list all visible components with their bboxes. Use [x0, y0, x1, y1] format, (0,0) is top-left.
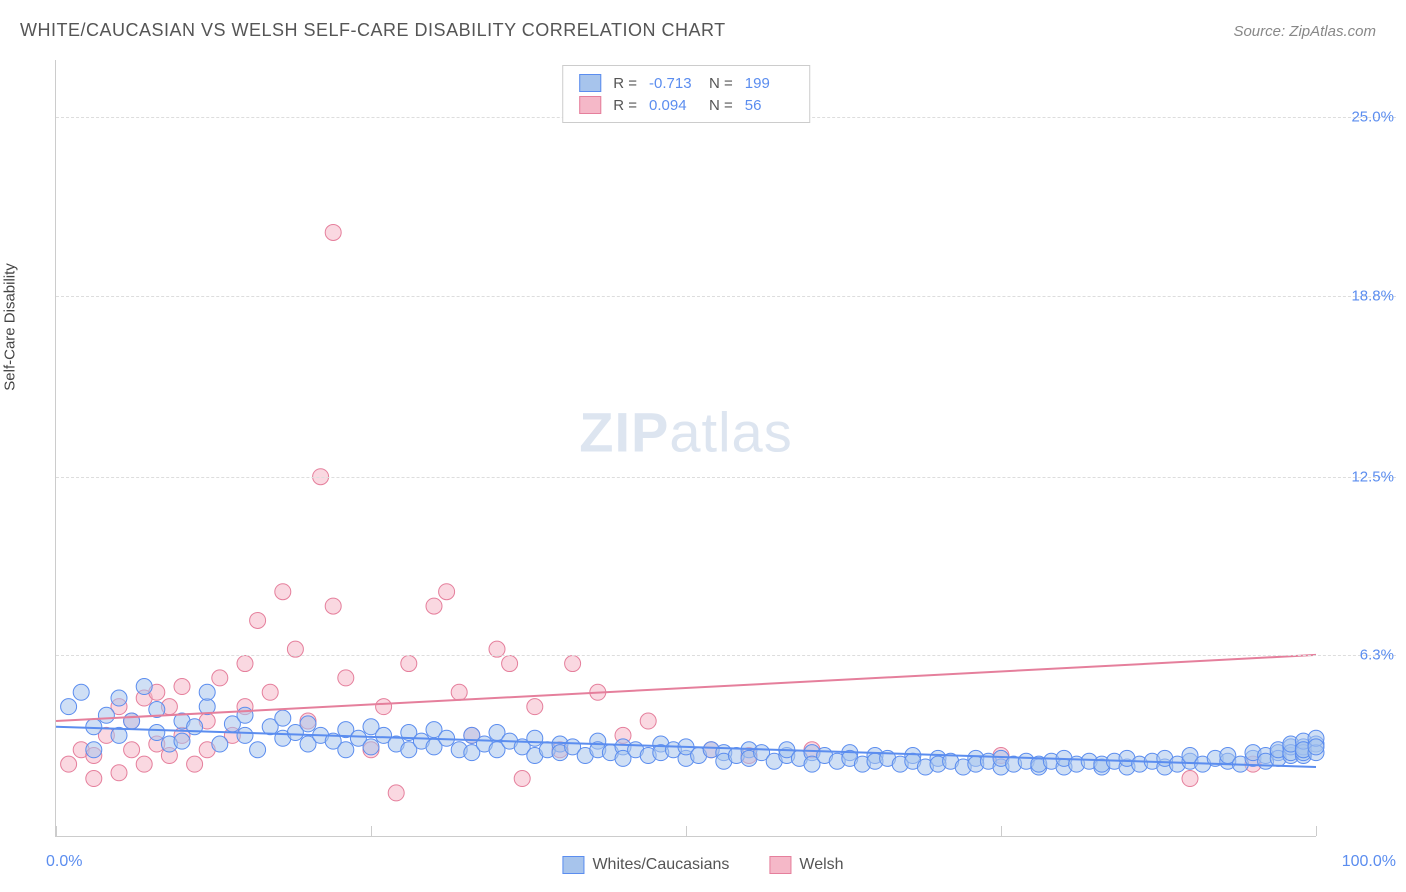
r-value-0: -0.713 [649, 75, 697, 92]
swatch-icon [579, 74, 601, 92]
r-value-1: 0.094 [649, 97, 697, 114]
legend-row-series-0: R = -0.713 N = 199 [579, 72, 793, 94]
source-attribution: Source: ZipAtlas.com [1233, 23, 1376, 40]
y-tick-label: 12.5% [1351, 468, 1394, 485]
y-tick-label: 18.8% [1351, 287, 1394, 304]
swatch-icon [579, 96, 601, 114]
scatter-plot-svg [56, 60, 1316, 836]
n-value-0: 199 [745, 75, 793, 92]
chart-plot-area: ZIPatlas R = -0.713 N = 199 R = 0.094 N … [55, 60, 1316, 837]
y-tick-label: 25.0% [1351, 109, 1394, 126]
y-axis-label: Self-Care Disability [2, 263, 19, 391]
legend-row-series-1: R = 0.094 N = 56 [579, 94, 793, 116]
swatch-icon [562, 856, 584, 874]
x-axis-min-label: 0.0% [46, 853, 82, 871]
swatch-icon [769, 856, 791, 874]
series-legend: Whites/Caucasians Welsh [562, 856, 843, 874]
x-axis-max-label: 100.0% [1342, 853, 1396, 871]
legend-item-0: Whites/Caucasians [562, 856, 729, 874]
correlation-legend: R = -0.713 N = 199 R = 0.094 N = 56 [562, 65, 810, 123]
legend-item-1: Welsh [769, 856, 843, 874]
chart-title: WHITE/CAUCASIAN VS WELSH SELF-CARE DISAB… [20, 20, 726, 41]
y-tick-label: 6.3% [1360, 646, 1394, 663]
n-value-1: 56 [745, 97, 793, 114]
